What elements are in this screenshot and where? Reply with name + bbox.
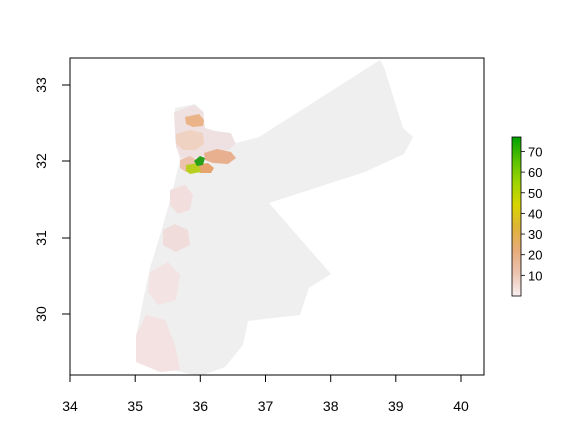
legend-label: 10 <box>528 268 542 283</box>
x-tick-label: 37 <box>258 398 274 414</box>
legend-label: 70 <box>528 144 542 159</box>
y-axis: 30 31 32 33 <box>33 77 70 322</box>
legend-ticks: 10 20 30 40 50 60 70 <box>521 144 542 283</box>
region-base <box>136 60 413 376</box>
y-tick-label: 30 <box>33 306 49 322</box>
legend-label: 30 <box>528 227 542 242</box>
legend-label: 20 <box>528 248 542 263</box>
x-tick-label: 34 <box>62 398 78 414</box>
country-region <box>136 60 413 376</box>
y-tick-label: 32 <box>33 153 49 169</box>
legend-label: 60 <box>528 165 542 180</box>
x-axis: 34 35 36 37 38 39 40 <box>62 375 469 414</box>
y-tick-label: 31 <box>33 230 49 246</box>
x-tick-label: 39 <box>388 398 404 414</box>
color-legend: 10 20 30 40 50 60 70 <box>512 137 542 296</box>
x-tick-label: 38 <box>323 398 339 414</box>
y-tick-label: 33 <box>33 77 49 93</box>
legend-label: 40 <box>528 206 542 221</box>
district-pinkish-north <box>174 105 235 158</box>
legend-label: 50 <box>528 186 542 201</box>
x-tick-label: 40 <box>453 398 469 414</box>
legend-colorbar <box>512 137 521 296</box>
district-light-orange-mid <box>176 130 204 150</box>
x-tick-label: 36 <box>193 398 209 414</box>
x-tick-label: 35 <box>127 398 143 414</box>
